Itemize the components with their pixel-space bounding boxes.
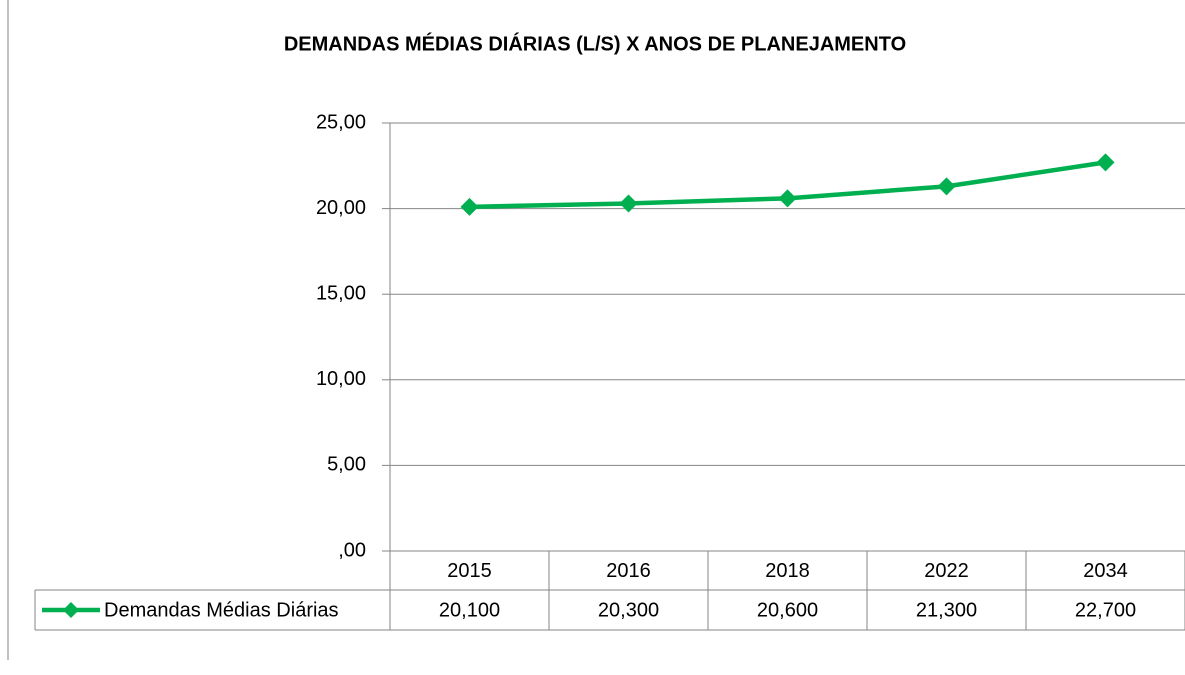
- data-table-value: 20,100: [439, 599, 500, 621]
- y-tick-label: 5,00: [327, 454, 366, 476]
- legend-marker: [63, 602, 79, 618]
- x-tick-label: 2034: [1083, 560, 1128, 582]
- data-table-value: 21,300: [916, 599, 977, 621]
- marker: [937, 177, 956, 196]
- y-tick-label: 25,00: [316, 111, 366, 133]
- x-tick-label: 2016: [606, 560, 651, 582]
- x-tick-label: 2018: [765, 560, 810, 582]
- x-tick-label: 2022: [924, 560, 969, 582]
- marker: [778, 189, 797, 208]
- marker: [460, 197, 479, 216]
- y-tick-label: ,00: [338, 539, 366, 561]
- marker: [619, 194, 638, 213]
- data-table-value: 20,300: [598, 599, 659, 621]
- data-table-value: 22,700: [1075, 599, 1136, 621]
- y-tick-label: 20,00: [316, 197, 366, 219]
- chart-title: DEMANDAS MÉDIAS DIÁRIAS (L/S) X ANOS DE …: [284, 32, 906, 55]
- legend-label: Demandas Médias Diárias: [104, 599, 339, 621]
- y-tick-label: 10,00: [316, 368, 366, 390]
- x-tick-label: 2015: [447, 560, 492, 582]
- data-table-value: 20,600: [757, 599, 818, 621]
- marker: [1096, 153, 1115, 172]
- y-tick-label: 15,00: [316, 282, 366, 304]
